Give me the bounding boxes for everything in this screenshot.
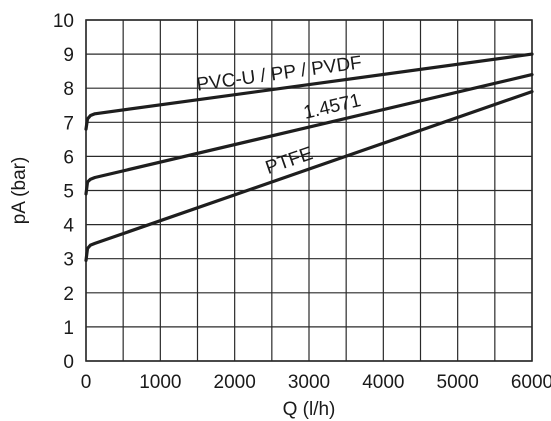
y-tick-label: 10 xyxy=(53,11,74,32)
x-tick-label: 6000 xyxy=(511,372,551,393)
x-tick-labels: 0 1000 2000 3000 4000 5000 6000 xyxy=(81,372,551,393)
y-tick-label: 7 xyxy=(63,113,74,134)
y-tick-label: 3 xyxy=(63,250,74,271)
y-tick-label: 6 xyxy=(63,147,74,168)
y-tick-label: 4 xyxy=(63,216,74,237)
x-tick-label: 4000 xyxy=(362,372,404,393)
series-line xyxy=(84,52,534,131)
series-label: PTFE xyxy=(263,143,316,179)
y-tick-label: 9 xyxy=(63,45,74,66)
x-tick-label: 0 xyxy=(81,372,92,393)
y-tick-label: 8 xyxy=(63,79,74,100)
series-label: 1.4571 xyxy=(302,90,363,124)
y-tick-label: 5 xyxy=(63,182,74,203)
y-tick-label: 0 xyxy=(63,352,74,373)
x-tick-label: 2000 xyxy=(214,372,256,393)
y-tick-label: 1 xyxy=(63,318,74,339)
x-tick-label: 3000 xyxy=(288,372,330,393)
x-tick-label: 1000 xyxy=(139,372,181,393)
y-tick-labels: 0 1 2 3 4 5 6 7 8 9 10 xyxy=(53,11,75,373)
y-tick-label: 2 xyxy=(63,284,74,305)
x-axis-title: Q (l/h) xyxy=(283,399,336,420)
y-axis-title: pA (bar) xyxy=(9,157,30,225)
x-tick-label: 5000 xyxy=(437,372,479,393)
series-line xyxy=(84,90,534,262)
series-line xyxy=(84,73,534,196)
